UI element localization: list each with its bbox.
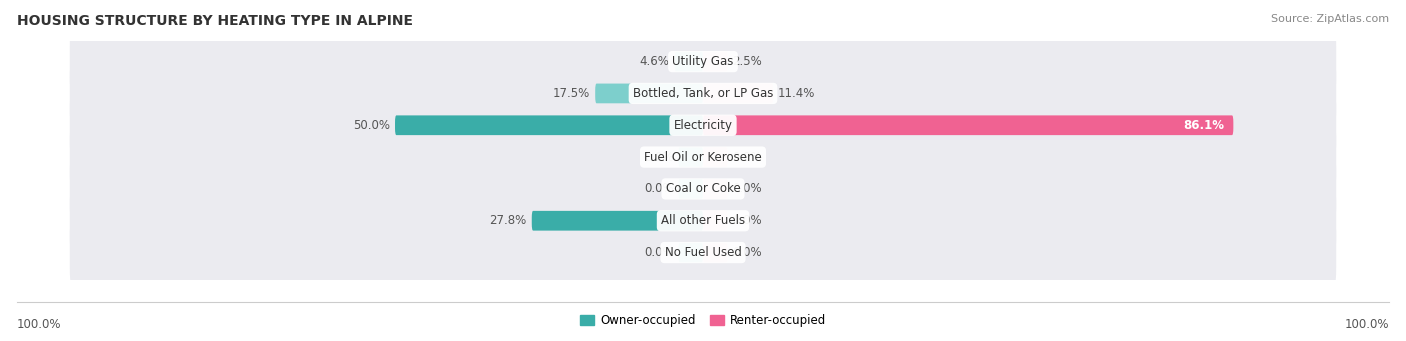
FancyBboxPatch shape (678, 243, 703, 263)
FancyBboxPatch shape (70, 84, 1336, 166)
Text: Source: ZipAtlas.com: Source: ZipAtlas.com (1271, 14, 1389, 24)
Text: HOUSING STRUCTURE BY HEATING TYPE IN ALPINE: HOUSING STRUCTURE BY HEATING TYPE IN ALP… (17, 14, 413, 28)
Text: 27.8%: 27.8% (489, 214, 527, 227)
FancyBboxPatch shape (70, 211, 1336, 294)
Text: 100.0%: 100.0% (17, 318, 62, 331)
FancyBboxPatch shape (703, 243, 728, 263)
Text: 0.0%: 0.0% (644, 151, 673, 164)
FancyBboxPatch shape (531, 211, 703, 231)
Text: 86.1%: 86.1% (1182, 119, 1225, 132)
Text: All other Fuels: All other Fuels (661, 214, 745, 227)
Text: 2.5%: 2.5% (733, 55, 762, 68)
FancyBboxPatch shape (675, 52, 703, 72)
Legend: Owner-occupied, Renter-occupied: Owner-occupied, Renter-occupied (575, 309, 831, 332)
FancyBboxPatch shape (703, 179, 728, 199)
Text: Coal or Coke: Coal or Coke (665, 182, 741, 195)
Text: 0.0%: 0.0% (733, 214, 762, 227)
FancyBboxPatch shape (70, 116, 1336, 198)
Text: 100.0%: 100.0% (1344, 318, 1389, 331)
Text: 0.0%: 0.0% (644, 182, 673, 195)
Text: 4.6%: 4.6% (640, 55, 669, 68)
Text: 11.4%: 11.4% (778, 87, 815, 100)
FancyBboxPatch shape (703, 211, 728, 231)
FancyBboxPatch shape (678, 179, 703, 199)
FancyBboxPatch shape (395, 115, 703, 135)
Text: 17.5%: 17.5% (553, 87, 591, 100)
Text: 0.0%: 0.0% (733, 246, 762, 259)
Text: No Fuel Used: No Fuel Used (665, 246, 741, 259)
Text: 0.0%: 0.0% (644, 246, 673, 259)
FancyBboxPatch shape (678, 147, 703, 167)
FancyBboxPatch shape (595, 84, 703, 103)
Text: 50.0%: 50.0% (353, 119, 389, 132)
FancyBboxPatch shape (703, 84, 773, 103)
FancyBboxPatch shape (703, 115, 1233, 135)
FancyBboxPatch shape (70, 20, 1336, 103)
Text: 0.0%: 0.0% (733, 151, 762, 164)
FancyBboxPatch shape (703, 52, 728, 72)
Text: Electricity: Electricity (673, 119, 733, 132)
FancyBboxPatch shape (703, 147, 728, 167)
FancyBboxPatch shape (70, 148, 1336, 230)
Text: Fuel Oil or Kerosene: Fuel Oil or Kerosene (644, 151, 762, 164)
FancyBboxPatch shape (70, 180, 1336, 262)
Text: Bottled, Tank, or LP Gas: Bottled, Tank, or LP Gas (633, 87, 773, 100)
Text: Utility Gas: Utility Gas (672, 55, 734, 68)
FancyBboxPatch shape (70, 53, 1336, 134)
Text: 0.0%: 0.0% (733, 182, 762, 195)
